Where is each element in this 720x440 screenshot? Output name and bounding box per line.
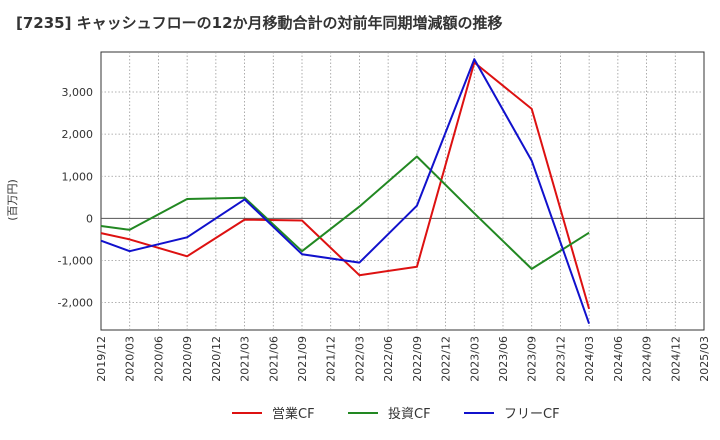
- y-axis-label: (百万円): [6, 179, 19, 221]
- x-tick-label: 2023/09: [526, 336, 539, 382]
- x-tick-label: 2022/12: [440, 336, 453, 382]
- x-tick-labels: 2019/12 2020/03 2020/06 2020/09 2020/12 2021/…: [95, 336, 711, 382]
- x-tick-label: 2023/06: [497, 336, 510, 382]
- series-line-3: [100, 58, 591, 325]
- x-tick-label: 2019/12: [95, 336, 108, 382]
- x-tick-label: 2022/09: [411, 336, 424, 382]
- x-tick-label: 2021/12: [325, 336, 338, 382]
- x-tick-label: 2020/03: [124, 336, 137, 382]
- plot-area: [100, 51, 705, 331]
- y-tick-label: 1,000: [62, 170, 94, 183]
- legend-label-1: 営業CF: [272, 406, 315, 422]
- series-line-2: [100, 155, 590, 270]
- x-tick-label: 2023/12: [554, 336, 567, 382]
- y-tick-label: 3,000: [62, 86, 94, 99]
- y-tick-labels: -2,000 -1,000 0 1,000 2,000 3,000: [58, 86, 93, 310]
- series-line-1: [100, 61, 591, 310]
- x-tick-label: 2024/03: [583, 336, 596, 382]
- legend-label-3: フリーCF: [504, 407, 560, 422]
- legend: 営業CF 投資CF フリーCF: [232, 406, 560, 422]
- x-tick-label: 2024/09: [641, 336, 654, 382]
- x-tick-label: 2024/06: [612, 336, 625, 382]
- y-tick-label: 0: [86, 212, 93, 225]
- series-layer: [100, 58, 591, 325]
- y-tick-label: 2,000: [62, 128, 94, 141]
- x-tick-label: 2020/06: [152, 336, 165, 382]
- x-tick-label: 2020/12: [210, 336, 223, 382]
- legend-label-2: 投資CF: [388, 406, 431, 422]
- x-tick-label: 2021/09: [296, 336, 309, 382]
- grid-layer: [101, 52, 704, 330]
- x-tick-label: 2021/06: [267, 336, 280, 382]
- x-tick-label: 2025/03: [698, 336, 711, 382]
- x-tick-label: 2022/03: [353, 336, 366, 382]
- x-tick-label: 2021/03: [239, 336, 252, 382]
- chart-title: [7235] キャッシュフローの12か月移動合計の対前年同期増減額の推移: [16, 14, 503, 32]
- y-tick-label: -2,000: [58, 297, 93, 310]
- x-tick-label: 2022/06: [382, 336, 395, 382]
- x-tick-label: 2023/03: [468, 336, 481, 382]
- x-tick-label: 2020/09: [181, 336, 194, 382]
- x-tick-label: 2024/12: [669, 336, 682, 382]
- y-tick-label: -1,000: [58, 255, 93, 268]
